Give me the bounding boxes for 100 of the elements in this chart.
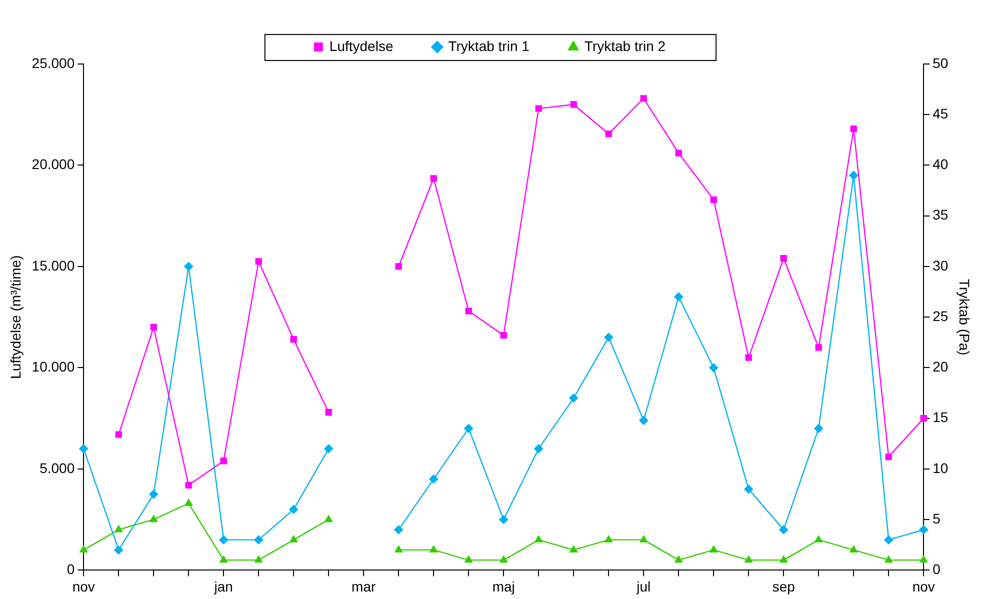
point	[920, 556, 928, 563]
point	[324, 515, 333, 522]
point	[884, 556, 893, 563]
point	[80, 545, 88, 552]
point	[815, 344, 822, 351]
point	[605, 130, 612, 138]
point	[464, 424, 474, 433]
point	[674, 556, 683, 563]
x-tick-label: maj	[492, 578, 515, 594]
point	[464, 556, 473, 563]
point	[149, 490, 158, 499]
point	[324, 444, 334, 454]
point	[220, 458, 227, 464]
point	[744, 556, 753, 563]
point	[745, 354, 752, 361]
point	[814, 424, 824, 433]
x-tick-label: sep	[772, 578, 796, 594]
y2-tick-label: 0	[932, 561, 941, 578]
y2-tick-label: 25	[932, 308, 948, 324]
point	[710, 545, 718, 552]
point	[604, 332, 614, 342]
point	[604, 535, 613, 542]
legend-label: Tryktab trin 2	[584, 38, 666, 54]
point	[430, 175, 437, 182]
legend-label: Tryktab trin 1	[448, 38, 530, 54]
y-axis-title: Luftydelse (m³/time)	[7, 255, 24, 379]
point	[674, 292, 684, 302]
point	[465, 308, 472, 314]
x-tick-label: jul	[636, 578, 651, 594]
point	[394, 525, 404, 534]
y2-tick-label: 30	[932, 257, 948, 274]
point	[290, 535, 298, 542]
x-tick-label: jan	[213, 578, 233, 594]
x-tick-label: nov	[912, 578, 935, 594]
point	[114, 525, 123, 532]
y2-tick-label: 45	[932, 105, 948, 122]
point	[394, 545, 403, 552]
point	[184, 262, 194, 271]
point	[254, 556, 263, 563]
y-tick-label: 10.000	[32, 358, 75, 375]
y-tick-label: 20.000	[32, 156, 75, 172]
point	[569, 394, 578, 403]
point	[744, 484, 754, 494]
y2-tick-label: 10	[932, 460, 948, 476]
point	[849, 170, 858, 180]
point	[814, 535, 823, 542]
point	[289, 504, 298, 514]
x-tick-label: nov	[72, 578, 95, 594]
point	[640, 95, 647, 102]
point	[290, 336, 297, 343]
y-tick-label: 0	[66, 561, 75, 578]
y2-tick-label: 5	[932, 510, 941, 526]
y2-tick-label: 40	[932, 156, 948, 172]
point	[430, 545, 438, 552]
point	[780, 255, 787, 262]
y2-axis-title: Tryktab (Pa)	[956, 278, 973, 356]
point	[184, 498, 193, 506]
point	[150, 515, 158, 522]
point	[150, 324, 157, 331]
point	[920, 415, 927, 422]
point	[850, 545, 858, 552]
y2-tick-label: 35	[932, 206, 948, 223]
point	[219, 535, 228, 544]
point	[640, 535, 648, 542]
point	[220, 556, 228, 563]
point	[255, 258, 262, 265]
point	[850, 125, 857, 132]
point	[780, 556, 788, 563]
point	[779, 525, 788, 534]
y-tick-label: 5.000	[40, 460, 75, 476]
point	[570, 545, 578, 552]
point	[885, 453, 892, 460]
point	[395, 263, 402, 270]
y-tick-label: 15.000	[32, 257, 75, 274]
point	[709, 363, 718, 372]
point	[114, 545, 124, 554]
x-tick-label: mar	[352, 578, 376, 594]
y2-tick-label: 15	[932, 409, 948, 426]
point	[499, 515, 508, 524]
point	[79, 444, 88, 454]
point	[710, 196, 717, 203]
y2-tick-label: 20	[932, 358, 948, 375]
point	[535, 105, 542, 112]
point	[429, 474, 438, 484]
point	[534, 444, 544, 454]
point	[884, 535, 894, 544]
point	[254, 535, 264, 544]
point	[639, 416, 648, 425]
legend-label: Luftydelse	[329, 38, 394, 54]
point	[570, 101, 577, 108]
point	[115, 431, 122, 438]
point	[675, 150, 682, 156]
point	[500, 332, 507, 339]
point	[534, 535, 543, 542]
y2-tick-label: 50	[932, 54, 948, 71]
y-tick-label: 25.000	[32, 54, 75, 71]
point	[500, 556, 508, 563]
point	[325, 408, 332, 416]
point	[185, 482, 192, 488]
point	[919, 525, 928, 534]
